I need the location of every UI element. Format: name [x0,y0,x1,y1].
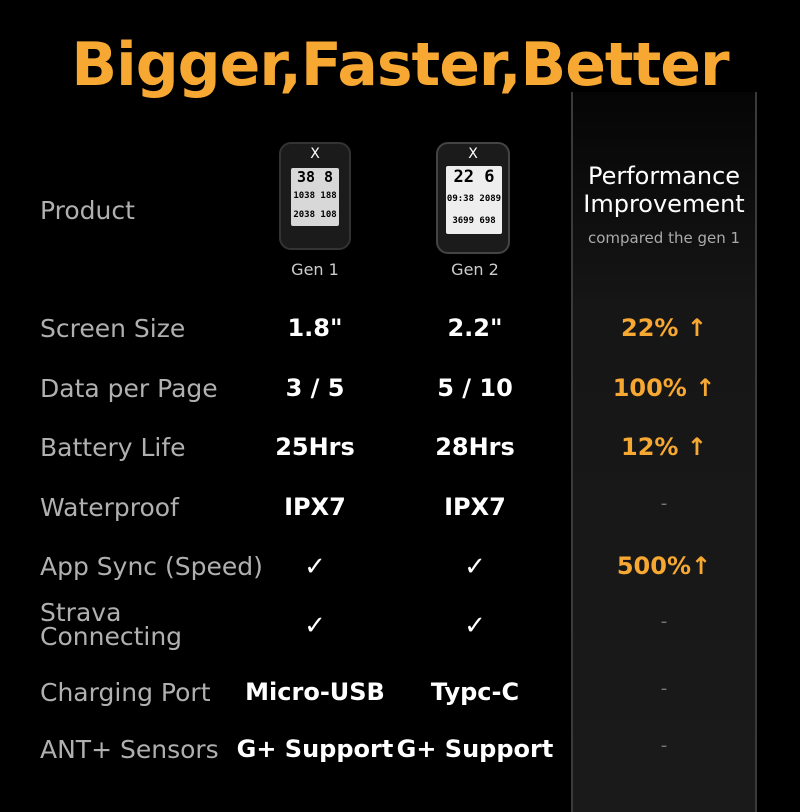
row-improvement: 12% ↑ [621,433,707,461]
improvement-title-2: Improvement [583,190,745,218]
row-gen1: 3 / 5 [285,374,345,402]
row-gen2: ✓ [464,611,486,641]
row-improvement: - [660,493,668,514]
gen1-device-image: X 38 8 1038 188 2038 108 [279,142,351,250]
row-gen2: Typc-C [430,678,520,706]
row-improvement: 100% ↑ [612,374,716,402]
row-label: Waterproof [40,493,179,522]
row-label: Data per Page [40,374,218,403]
headline: Bigger,Faster,Better [71,30,729,100]
row-gen2: 28Hrs [435,433,515,461]
screen-line: 3699 698 [452,216,496,226]
row-label: App Sync (Speed) [40,552,263,581]
screen-line: 2038 108 [293,210,337,220]
row-gen2: 5 / 10 [437,374,513,402]
gen2-device-image: X 22 6 09:38 2089 3699 698 [436,142,510,254]
logo: X [468,146,478,162]
row-gen2: IPX7 [444,493,506,521]
gen1-screen: 38 8 1038 188 2038 108 [291,168,339,226]
row-gen1: Micro-USB [245,678,385,706]
row-improvement: 22% ↑ [621,314,707,342]
gen2-label: Gen 2 [451,260,499,279]
row-label: ANT+ Sensors [40,735,219,764]
screen-line: 09:38 2089 [446,194,502,204]
row-improvement: 500%↑ [616,552,712,580]
row-gen1: ✓ [304,611,326,641]
row-label: Strava Connecting [40,598,183,651]
gen2-screen: 22 6 09:38 2089 3699 698 [446,166,502,234]
row-label: Charging Port [40,678,211,707]
row-improvement: - [660,678,668,699]
improvement-header: Performance Improvement [571,162,757,218]
screen-line: 22 6 [453,167,495,187]
row-gen2: G+ Support [396,735,554,763]
row-improvement: - [660,735,668,756]
row-gen1: G+ Support [236,735,394,763]
screen-line: 1038 188 [293,191,337,201]
product-label: Product [40,196,135,225]
improvement-subtitle: compared the gen 1 [587,229,741,247]
row-gen2: 2.2" [447,314,503,342]
row-gen2: ✓ [464,552,486,582]
row-label: Battery Life [40,433,186,462]
row-label: Screen Size [40,314,186,343]
improvement-panel [571,92,757,812]
row-gen1: IPX7 [284,493,346,521]
screen-line: 38 8 [296,168,334,186]
row-improvement: - [660,611,668,632]
row-gen1: 1.8" [287,314,343,342]
logo: X [310,146,320,162]
gen1-label: Gen 1 [291,260,339,279]
improvement-title-1: Performance [587,162,741,190]
row-gen1: 25Hrs [275,433,355,461]
row-gen1: ✓ [304,552,326,582]
